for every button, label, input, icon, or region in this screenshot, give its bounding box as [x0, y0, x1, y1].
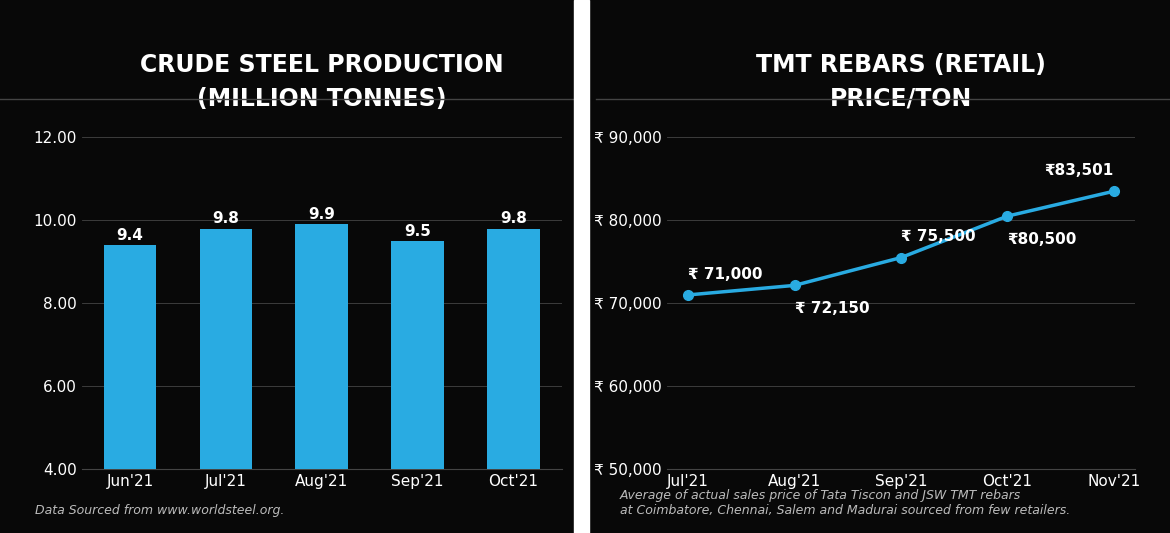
Bar	[295, 224, 349, 533]
Text: TMT REBARS (RETAIL)
PRICE/TON: TMT REBARS (RETAIL) PRICE/TON	[756, 53, 1046, 111]
Text: Average of actual sales price of Tata Tiscon and JSW TMT rebars
at Coimbatore, C: Average of actual sales price of Tata Ti…	[620, 489, 1071, 517]
Text: ₹ 72,150: ₹ 72,150	[794, 301, 869, 316]
Text: 9.5: 9.5	[404, 223, 431, 239]
Bar	[391, 241, 443, 533]
Text: Data Sourced from www.worldsteel.org.: Data Sourced from www.worldsteel.org.	[35, 504, 284, 517]
Text: ₹80,500: ₹80,500	[1007, 232, 1076, 247]
Bar	[200, 229, 253, 533]
Text: 9.8: 9.8	[500, 211, 526, 226]
Bar	[104, 245, 157, 533]
Text: 9.8: 9.8	[213, 211, 240, 226]
Text: 9.9: 9.9	[309, 207, 335, 222]
Text: ₹83,501: ₹83,501	[1045, 163, 1114, 178]
Text: ₹ 71,000: ₹ 71,000	[688, 266, 763, 282]
Text: CRUDE STEEL PRODUCTION
(MILLION TONNES): CRUDE STEEL PRODUCTION (MILLION TONNES)	[140, 53, 503, 111]
Bar	[487, 229, 539, 533]
Text: ₹ 75,500: ₹ 75,500	[901, 229, 976, 245]
Text: 9.4: 9.4	[117, 228, 144, 243]
